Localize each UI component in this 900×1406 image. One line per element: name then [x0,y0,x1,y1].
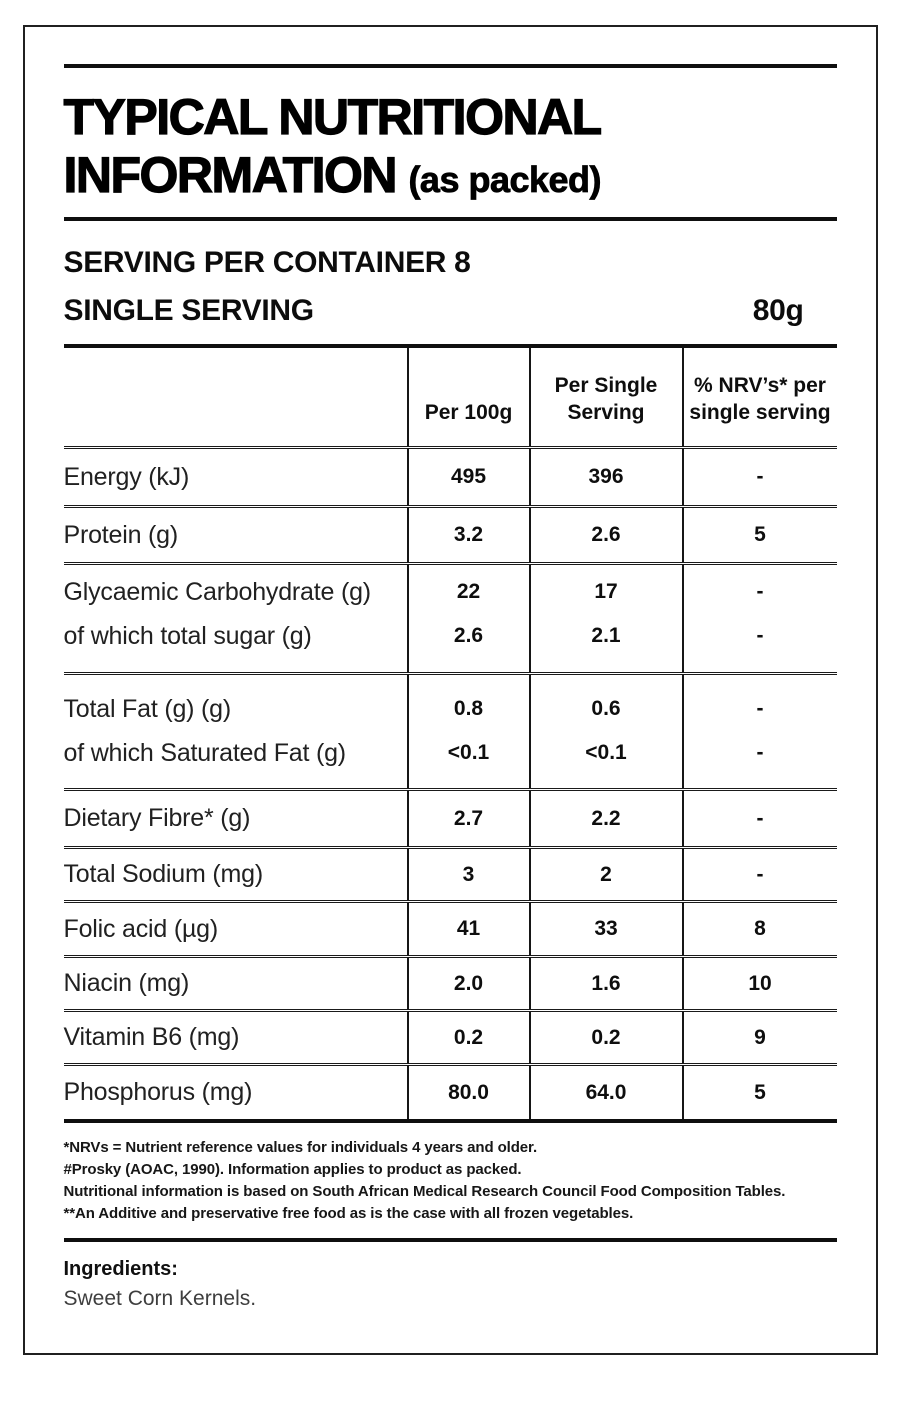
value-per-100g: 0.8 [453,697,484,720]
footnote-source: Nutritional information is based on Sout… [63,1183,786,1200]
value-per-100g-group: 22 2.6 [406,565,529,672]
ingredients-label: Ingredients: [63,1258,178,1280]
table-row-carbohydrate-group: Glycaemic Carbohydrate (g) of which tota… [63,565,837,675]
header-per-100g: Per 100g [406,348,529,446]
header-per-serving: Per Single Serving [528,348,682,446]
value-nrv-group: - - [681,675,837,788]
value-per-serving-group: 17 2.1 [528,565,682,672]
row-sublabel: of which Saturated Fat (g) [63,738,347,767]
table-row-niacin: Niacin (mg) 2.0 1.6 10 [63,958,837,1012]
nutrition-label-panel: TYPICAL NUTRITIONAL INFORMATION (as pack… [22,25,878,1355]
value-per-serving: 33 [528,903,682,955]
value-per-serving: 396 [528,449,682,505]
footnote-nrv: *NRVs = Nutrient reference values for in… [63,1139,538,1156]
value-per-100g: 2.7 [406,791,529,846]
value-nrv: 9 [681,1012,837,1063]
nutrition-table: Per 100g Per Single Serving % NRV’s* per… [63,344,837,1123]
page-title: TYPICAL NUTRITIONAL INFORMATION (as pack… [63,88,837,209]
single-serving-value: 80g [752,294,804,327]
table-row-phosphorus: Phosphorus (mg) 80.0 64.0 5 [64,1066,837,1119]
value-nrv-group: - - [681,565,837,672]
value-nrv: - [756,580,764,603]
value-per-100g: 495 [406,449,529,505]
row-label: Niacin (mg) [63,969,190,997]
title-bottom-rule [63,217,837,221]
value-nrv: 5 [681,508,837,562]
value-per-serving: 64.0 [528,1066,682,1119]
ingredients-section: Ingredients: Sweet Corn Kernels. [64,1257,837,1311]
row-label-group: Glycaemic Carbohydrate (g) of which tota… [64,565,407,672]
table-row-protein: Protein (g) 3.2 2.6 5 [63,508,837,565]
value-per-100g-group: 0.8 <0.1 [406,675,529,788]
value-per-100g: 22 [456,580,481,603]
value-per-serving: 2.1 [591,624,621,647]
value-per-serving: 17 [594,580,618,603]
row-sublabel: of which total sugar (g) [63,621,312,650]
value-per-serving: 2 [528,849,682,900]
row-label: Total Fat (g) (g) [63,694,232,723]
single-serving-label: SINGLE SERVING [63,294,315,327]
value-per-100g: 3 [406,849,529,900]
footnote-additive: **An Additive and preservative free food… [63,1205,634,1222]
serving-per-container: SERVING PER CONTAINER 8 [63,246,471,279]
value-per-100g: 3.2 [406,508,529,562]
row-label-group: Total Fat (g) (g) of which Saturated Fat… [64,675,407,788]
value-per-100g: 2.6 [453,624,484,647]
footnotes: *NRVs = Nutrient reference values for in… [64,1137,837,1225]
row-label: Folic acid (µg) [63,914,219,943]
value-per-serving: 2.6 [528,508,682,562]
value-per-serving-group: 0.6 <0.1 [528,675,682,788]
header-item [64,348,407,446]
value-per-100g: 0.2 [406,1012,529,1063]
value-per-serving: 0.6 [591,697,621,720]
table-row-vitamin-b6: Vitamin B6 (mg) 0.2 0.2 9 [63,1012,837,1066]
value-per-serving: 0.2 [528,1012,682,1063]
value-per-100g: 80.0 [406,1066,529,1119]
value-nrv: - [681,449,837,505]
row-label: Energy (kJ) [63,462,190,491]
table-row-folic-acid: Folic acid (µg) 41 33 8 [63,903,837,958]
value-nrv: 10 [681,958,837,1009]
row-label: Protein (g) [63,520,179,549]
header-nrv: % NRV’s* per single serving [681,348,837,446]
value-per-serving: 1.6 [528,958,682,1009]
top-rule [63,64,837,68]
row-label: Total Sodium (mg) [63,860,264,888]
value-nrv: - [681,849,837,900]
value-nrv: 5 [681,1066,837,1119]
value-nrv: - [756,624,764,647]
value-nrv: 8 [681,903,837,955]
value-per-100g: <0.1 [447,741,490,764]
table-header-row: Per 100g Per Single Serving % NRV’s* per… [63,348,837,449]
title-line2: INFORMATION [63,146,398,203]
value-per-100g: 41 [406,903,529,955]
row-label: Dietary Fibre* (g) [63,804,251,832]
table-row-fat-group: Total Fat (g) (g) of which Saturated Fat… [63,675,837,791]
value-per-serving: <0.1 [585,741,627,764]
value-nrv: - [756,697,764,720]
value-per-serving: 2.2 [528,791,682,846]
table-row-energy: Energy (kJ) 495 396 - [63,449,837,508]
footnote-prosky: #Prosky (AOAC, 1990). Information applie… [63,1161,522,1178]
footer-rule [63,1238,837,1242]
table-row-total-sodium: Total Sodium (mg) 3 2 - [63,849,837,903]
single-serving-row: SINGLE SERVING 80g [64,295,837,327]
row-label: Vitamin B6 (mg) [63,1023,240,1051]
row-label: Glycaemic Carbohydrate (g) [63,577,372,606]
value-nrv: - [756,741,764,764]
ingredients-value: Sweet Corn Kernels. [63,1287,257,1310]
value-per-100g: 2.0 [406,958,529,1009]
row-label: Phosphorus (mg) [63,1078,253,1106]
title-suffix: (as packed) [408,159,602,201]
table-row-dietary-fibre: Dietary Fibre* (g) 2.7 2.2 - [63,791,837,849]
value-nrv: - [681,791,837,846]
title-line1: TYPICAL NUTRITIONAL [63,88,603,145]
